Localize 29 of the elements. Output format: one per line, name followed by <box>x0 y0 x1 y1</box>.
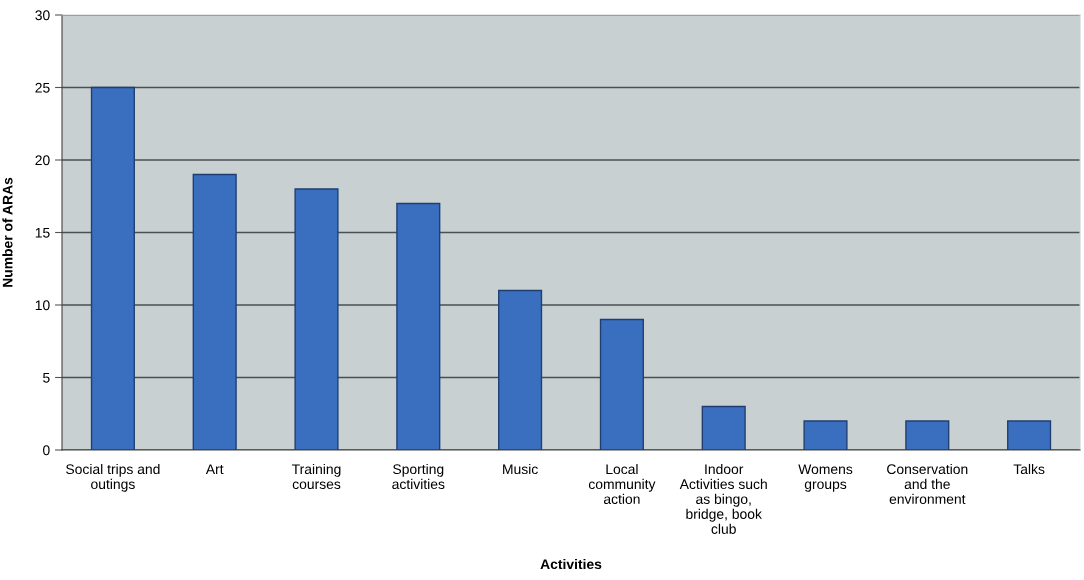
bar <box>90 86 135 450</box>
y-tick-label: 25 <box>35 82 50 93</box>
bar <box>192 173 237 450</box>
x-tick-label: Womens groups <box>798 464 853 492</box>
y-axis-title: Number of ARAs <box>2 177 13 287</box>
y-tick-label: 10 <box>35 300 50 311</box>
x-tick-label: Music <box>503 463 538 475</box>
bar <box>498 289 543 450</box>
y-tick-label: 0 <box>43 445 50 456</box>
y-tick-label: 5 <box>43 372 50 383</box>
x-tick-label: Art <box>205 464 224 475</box>
x-tick-label: Local community action <box>588 463 656 505</box>
x-tick-label: Sporting activities <box>392 463 445 490</box>
bar <box>294 188 339 450</box>
bar <box>396 202 441 450</box>
bar <box>803 420 848 450</box>
x-tick-label: Talks <box>1013 463 1045 475</box>
x-tick-label: Indoor Activities such as bingo, bridge, book club <box>679 463 767 534</box>
bar <box>1007 420 1052 450</box>
x-tick-label: Social trips and outings <box>66 463 160 492</box>
x-tick-label: Conservation and the environment <box>887 463 968 505</box>
bar <box>599 318 644 450</box>
x-axis-title: Activities <box>540 558 602 570</box>
x-tick-label: Training courses <box>291 463 341 490</box>
y-tick-label: 30 <box>35 10 50 21</box>
bar <box>701 405 746 450</box>
bar <box>905 420 950 450</box>
y-tick-label: 15 <box>35 227 50 238</box>
y-tick-label: 20 <box>35 155 50 166</box>
